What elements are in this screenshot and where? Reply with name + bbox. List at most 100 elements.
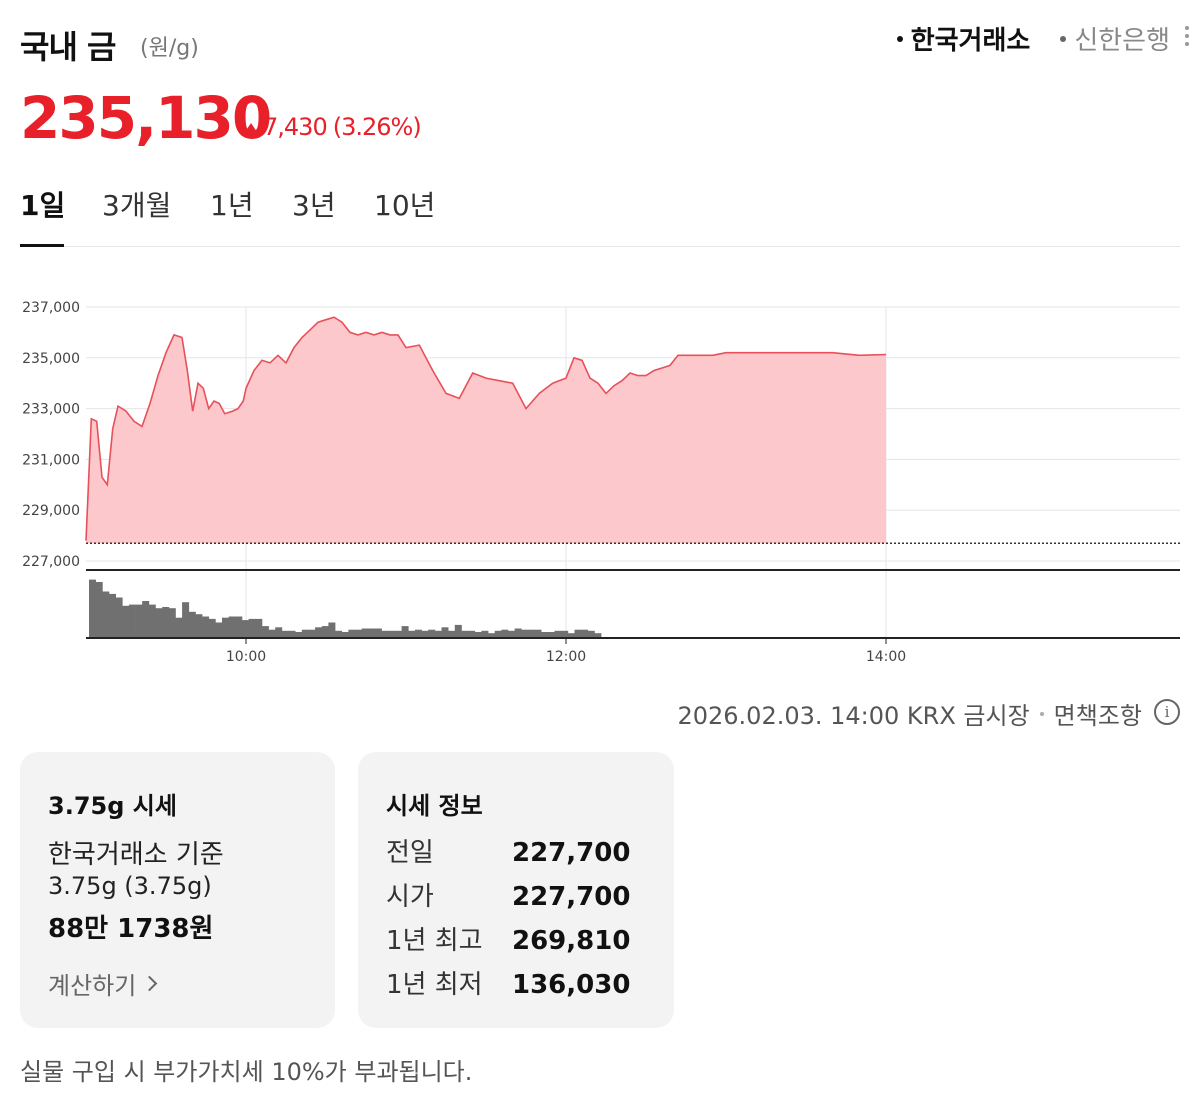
info-row: 1년 최저 136,030 <box>386 964 630 1001</box>
x-tick-label: 12:00 <box>546 649 586 665</box>
volume-bar <box>202 616 210 638</box>
volume-bar <box>468 630 476 638</box>
volume-bar <box>501 629 509 638</box>
volume-bar <box>115 597 123 638</box>
info-label: 시가 <box>386 882 434 912</box>
info-label: 1년 최고 <box>386 926 483 956</box>
tab-1d[interactable]: 1일 <box>20 189 66 222</box>
volume-bar <box>514 628 522 638</box>
volume-bar <box>208 618 216 638</box>
volume-bar <box>175 617 183 638</box>
timestamp: 2026.02.03. 14:00 KRX 금시장 <box>677 702 1030 730</box>
tab-10y[interactable]: 10년 <box>374 189 436 222</box>
info-row: 1년 최고 269,810 <box>386 920 630 957</box>
volume-bar <box>587 630 595 638</box>
volume-bar <box>474 632 482 638</box>
volume-bar <box>162 607 170 638</box>
volume-bar <box>508 630 515 638</box>
calculate-link[interactable]: 계산하기 <box>48 966 158 1001</box>
volume-bar <box>235 616 243 638</box>
tab-3y[interactable]: 3년 <box>292 189 336 222</box>
card-title: 시세 정보 <box>386 792 483 820</box>
timestamp-row: 2026.02.03. 14:00 KRX 금시장 면책조항 <box>677 696 1142 731</box>
volume-bar <box>421 630 429 638</box>
volume-bar <box>401 626 409 638</box>
y-tick-label: 231,000 <box>22 452 80 468</box>
source-shinhan-tab[interactable]: 신한은행 <box>1060 20 1170 57</box>
more-options-icon[interactable] <box>1184 22 1190 52</box>
volume-bar <box>547 632 555 638</box>
weight-label: 3.75g (3.75g) <box>48 872 212 900</box>
card-title: 3.75g 시세 <box>48 792 177 820</box>
volume-bar <box>381 630 389 638</box>
price-change: 7,430 (3.26%) <box>245 113 422 141</box>
y-tick-label: 237,000 <box>22 300 80 316</box>
source-label: 신한은행 <box>1074 26 1170 56</box>
volume-bar <box>574 629 582 638</box>
unit-label: (원/g) <box>140 36 199 61</box>
volume-bar <box>242 620 249 638</box>
volume-bar <box>594 633 602 638</box>
volume-bar <box>148 604 156 638</box>
bullet-icon <box>1060 35 1067 42</box>
volume-bar <box>335 630 343 638</box>
info-label: 전일 <box>386 838 434 868</box>
volume-bar <box>567 633 575 638</box>
tab-3m[interactable]: 3개월 <box>102 189 172 222</box>
disclaimer-link[interactable]: 면책조항 <box>1053 702 1142 730</box>
volume-bar <box>414 629 422 638</box>
source-krx-tab[interactable]: 한국거래소 <box>896 20 1030 57</box>
volume-bar <box>527 629 535 638</box>
info-row: 시가 227,700 <box>386 876 630 913</box>
volume-bar <box>168 608 176 638</box>
volume-bar <box>348 629 356 638</box>
volume-bar <box>228 616 236 638</box>
volume-bar <box>275 627 283 638</box>
price-info-card: 시세 정보 전일 227,700 시가 227,700 1년 최고 269,810 1… <box>358 752 674 1028</box>
volume-bar <box>301 629 309 638</box>
info-value: 269,810 <box>512 926 631 956</box>
volume-bar <box>454 624 462 638</box>
info-value: 227,700 <box>512 882 631 912</box>
volume-bar <box>288 630 296 638</box>
volume-bar <box>388 630 396 638</box>
current-price: 235,130 <box>20 84 272 152</box>
volume-bar <box>295 632 303 638</box>
x-tick-label: 10:00 <box>226 649 266 665</box>
volume-bar <box>155 608 163 638</box>
volume-bar <box>581 629 589 638</box>
info-label: 1년 최저 <box>386 970 483 1000</box>
y-tick-label: 227,000 <box>22 554 80 570</box>
volume-bar <box>441 627 449 638</box>
separator-dot <box>1039 711 1044 716</box>
tab-1y[interactable]: 1년 <box>210 189 254 222</box>
source-selector: 한국거래소 신한은행 <box>896 20 1170 57</box>
volume-bar <box>328 622 336 638</box>
volume-bar <box>428 629 436 638</box>
volume-bar <box>182 602 190 638</box>
vat-notice: 실물 구입 시 부가가치세 10%가 부과됩니다. <box>20 1058 473 1086</box>
info-icon[interactable]: i <box>1154 699 1180 725</box>
volume-bar <box>374 628 382 638</box>
active-tab-indicator <box>20 244 64 247</box>
volume-bar <box>321 626 329 638</box>
volume-bar <box>361 628 369 638</box>
volume-bar <box>434 630 442 638</box>
x-tick-label: 14:00 <box>866 649 906 665</box>
volume-bar <box>368 628 376 638</box>
info-value: 227,700 <box>512 838 631 868</box>
volume-bar <box>461 630 469 638</box>
volume-bar <box>315 627 323 638</box>
volume-bar <box>308 629 316 638</box>
volume-bar <box>222 617 229 638</box>
volume-bar <box>408 630 416 638</box>
period-tabs: 1일 3개월 1년 3년 10년 <box>20 182 1180 247</box>
volume-bar <box>135 604 143 638</box>
price-chart[interactable]: 237,000 235,000 233,000 231,000 229,000 227,0… <box>0 280 1200 680</box>
volume-bar <box>95 582 103 638</box>
volume-bar <box>109 593 116 638</box>
volume-bar <box>541 632 549 638</box>
volume-bar <box>195 614 203 638</box>
volume-bar <box>448 630 456 638</box>
volume-bar <box>248 618 256 638</box>
